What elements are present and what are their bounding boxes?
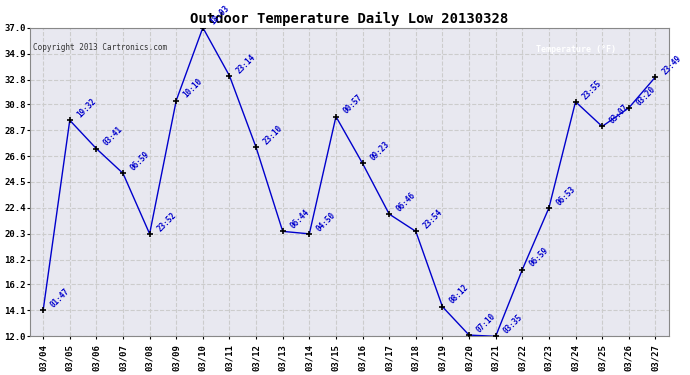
Text: 07:10: 07:10 — [475, 312, 497, 334]
Text: 23:49: 23:49 — [661, 54, 684, 76]
Text: 23:55: 23:55 — [581, 78, 604, 101]
Text: 23:14: 23:14 — [235, 53, 258, 75]
Text: 04:50: 04:50 — [315, 210, 337, 233]
Text: 06:46: 06:46 — [395, 190, 417, 213]
Text: 18:03: 18:03 — [208, 4, 231, 27]
Text: 03:35: 03:35 — [501, 313, 524, 336]
Text: Copyright 2013 Cartronics.com: Copyright 2013 Cartronics.com — [33, 43, 168, 52]
Text: 03:41: 03:41 — [102, 125, 125, 148]
Text: 06:59: 06:59 — [128, 150, 151, 172]
Text: 09:23: 09:23 — [368, 140, 391, 163]
Text: 23:10: 23:10 — [262, 124, 284, 147]
Text: 03:20: 03:20 — [634, 84, 657, 107]
Text: 06:44: 06:44 — [288, 208, 311, 231]
Text: 23:54: 23:54 — [422, 208, 444, 231]
Text: 01:47: 01:47 — [49, 287, 71, 310]
Text: 23:52: 23:52 — [155, 210, 178, 233]
Text: 19:32: 19:32 — [75, 97, 98, 120]
Text: 06:59: 06:59 — [528, 246, 551, 269]
Text: 00:57: 00:57 — [342, 93, 364, 116]
Title: Outdoor Temperature Daily Low 20130328: Outdoor Temperature Daily Low 20130328 — [190, 12, 509, 27]
Text: 10:10: 10:10 — [181, 77, 204, 100]
Text: 06:53: 06:53 — [555, 184, 578, 207]
Text: 08:12: 08:12 — [448, 283, 471, 306]
Text: 03:07: 03:07 — [608, 103, 631, 126]
